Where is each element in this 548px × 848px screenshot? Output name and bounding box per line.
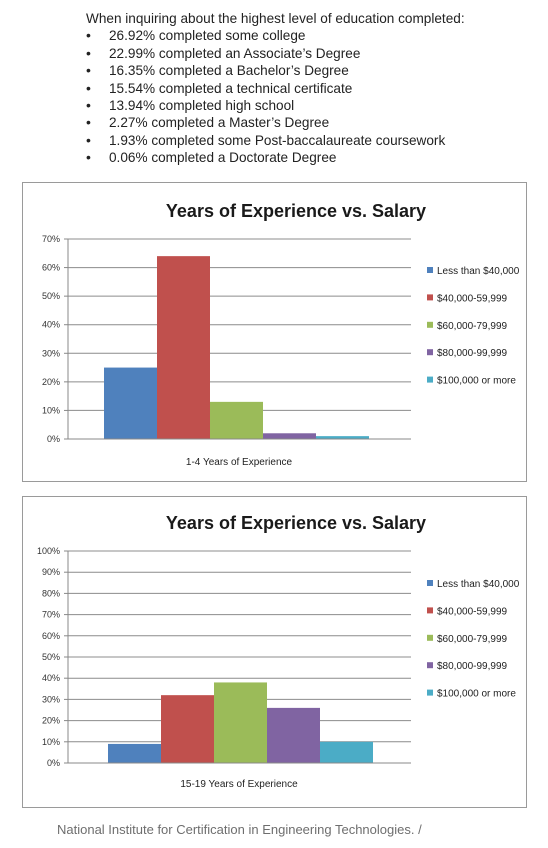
y-tick-label: 70% [42,234,60,244]
education-item: 26.92% completed some college [86,27,536,45]
education-list: 26.92% completed some college 22.99% com… [86,27,536,167]
legend-label: $80,000-99,999 [437,348,508,359]
x-category-label: 1-4 Years of Experience [186,457,293,468]
salary-chart-15-19-years: Years of Experience vs. Salary 0% 10% 20% 3… [22,496,527,808]
legend: Less than $40,000 $40,000-59,999 $60,000-7… [427,579,520,700]
legend-swatch [427,376,433,383]
y-tick-label: 50% [42,652,60,662]
chart-svg: Years of Experience vs. Salary 0% 10% 20% 3… [42,201,520,468]
bar-less-than-40-000 [104,367,157,439]
education-item: 16.35% completed a Bachelor’s Degree [86,62,536,80]
bar-80-000-99-999 [263,433,316,439]
legend-swatch [427,321,433,328]
y-tick-label: 30% [42,694,60,704]
x-category-label: 15-19 Years of Experience [180,779,298,790]
chart-title: Years of Experience vs. Salary [166,201,426,221]
legend-swatch [427,662,433,669]
legend-swatch [427,580,433,586]
bars [104,256,369,439]
legend-label: $40,000-59,999 [437,606,508,617]
y-tick-label: 80% [42,588,60,598]
y-tick-labels: 0% 10% 20% 30% 40% 50% 60% 70% [42,234,60,444]
y-tick-labels: 0% 10% 20% 30% 40% 50% 60% 70% 80% 90% 100% [37,546,60,768]
education-summary: When inquiring about the highest level o… [86,10,536,167]
y-tick-label: 50% [42,291,60,301]
y-tick-label: 40% [42,673,60,683]
y-tick-label: 100% [37,546,60,556]
education-item: 0.06% completed a Doctorate Degree [86,149,536,167]
education-item: 1.93% completed some Post-baccalaureate … [86,132,536,150]
legend-label: Less than $40,000 [437,579,520,590]
y-tick-label: 40% [42,320,60,330]
chart-title: Years of Experience vs. Salary [166,513,426,533]
legend-swatch [427,607,433,614]
y-tick-label: 0% [47,758,60,768]
education-heading: When inquiring about the highest level o… [86,11,465,26]
legend-label: $80,000-99,999 [437,661,508,672]
y-tick-label: 10% [42,405,60,415]
legend: Less than $40,000 $40,000-59,999 $60,000-7… [427,266,520,387]
bar-40-000-59-999 [161,695,214,763]
education-item: 2.27% completed a Master’s Degree [86,114,536,132]
y-tick-label: 70% [42,610,60,620]
y-tick-label: 20% [42,377,60,387]
legend-label: Less than $40,000 [437,266,520,277]
legend-swatch [427,634,433,641]
education-item: 22.99% completed an Associate’s Degree [86,45,536,63]
legend-label: $60,000-79,999 [437,634,508,645]
y-tick-label: 0% [47,434,60,444]
bar-100-000-or-more [316,436,369,439]
y-tick-label: 20% [42,716,60,726]
y-tick-label: 90% [42,567,60,577]
bars [108,682,373,763]
bar-40-000-59-999 [157,256,210,439]
y-tick-label: 30% [42,348,60,358]
legend-label: $40,000-59,999 [437,293,508,304]
bar-80-000-99-999 [267,707,320,763]
chart-svg: Years of Experience vs. Salary 0% 10% 20% 3… [37,513,520,790]
legend-swatch [427,349,433,356]
bar-60-000-79-999 [210,401,263,439]
bar-100-000-or-more [320,741,373,763]
legend-label: $100,000 or more [437,376,516,387]
y-tick-label: 60% [42,263,60,273]
education-item: 13.94% completed high school [86,97,536,115]
legend-label: $100,000 or more [437,689,516,700]
salary-chart-1-4-years: Years of Experience vs. Salary 0% 10% 20% 3… [22,182,527,482]
legend-swatch [427,294,433,301]
y-tick-label: 60% [42,631,60,641]
bar-60-000-79-999 [214,682,267,763]
footer-credit: National Institute for Certification in … [57,822,422,837]
legend-swatch [427,267,433,273]
education-item: 15.54% completed a technical certificate [86,80,536,98]
bar-less-than-40-000 [108,743,161,763]
y-tick-label: 10% [42,737,60,747]
legend-label: $60,000-79,999 [437,321,508,332]
legend-swatch [427,689,433,696]
